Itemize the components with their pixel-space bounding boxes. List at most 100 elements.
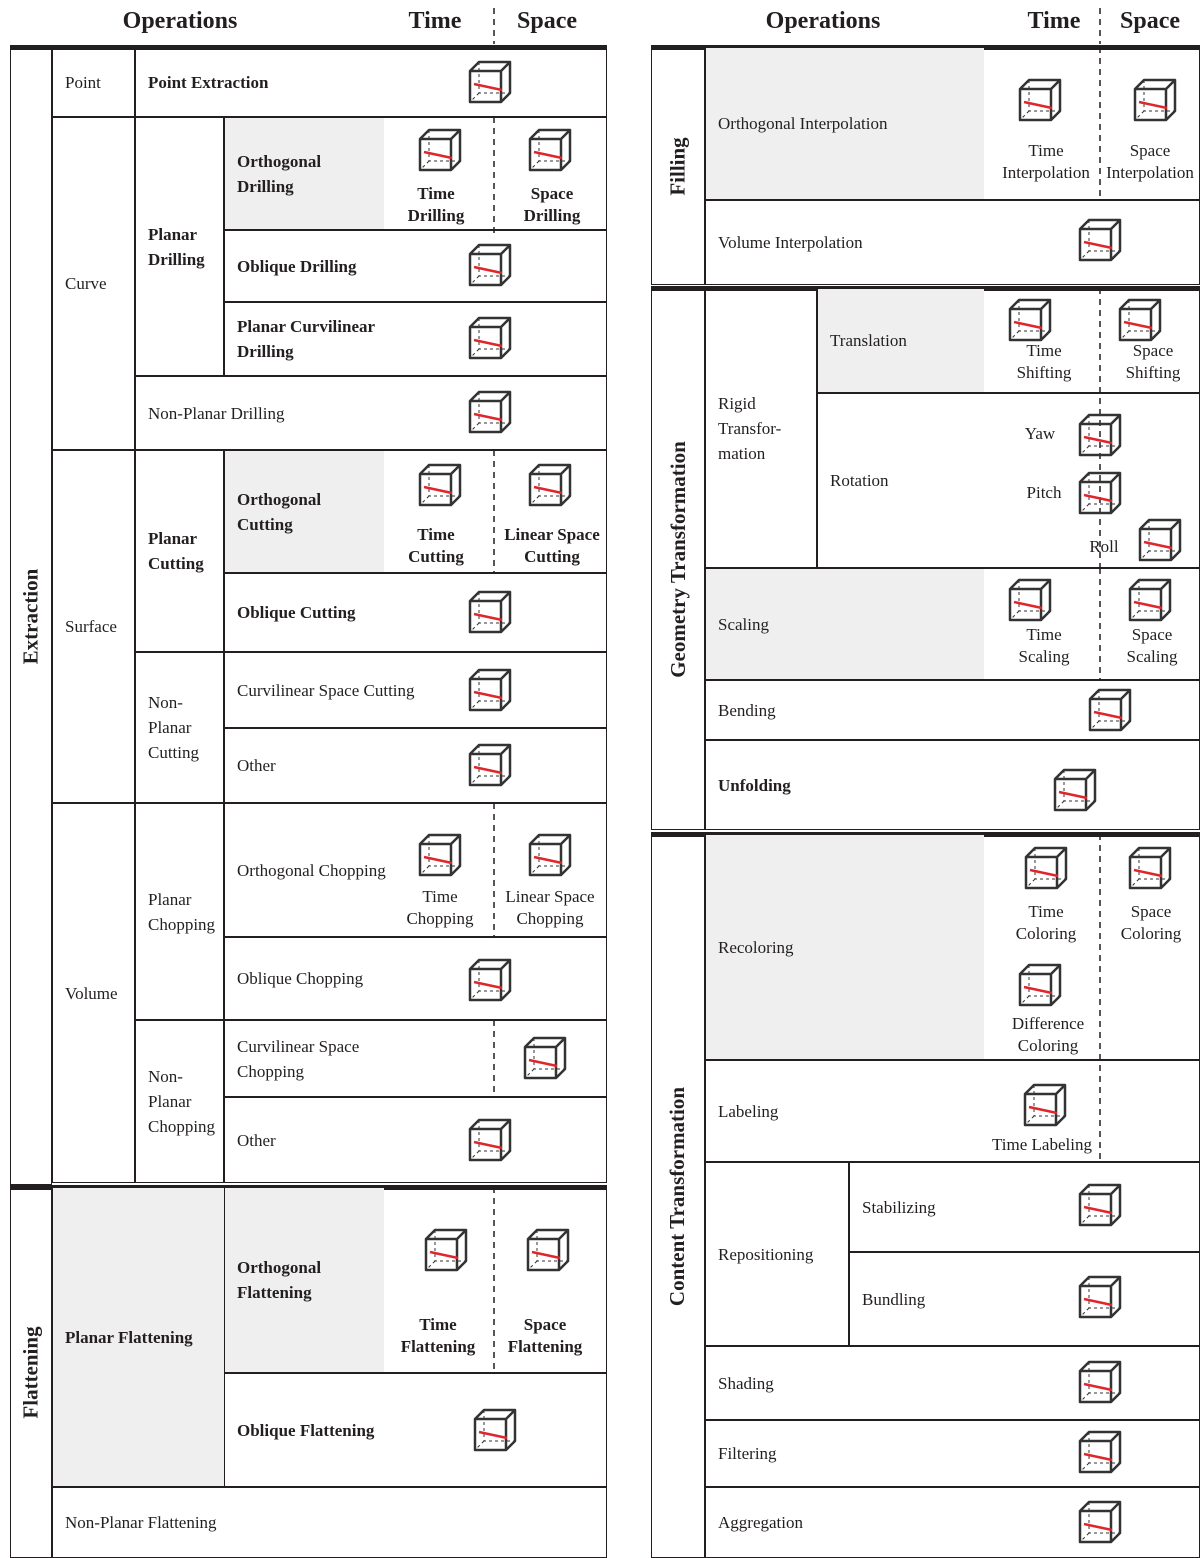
cube-icon-accent	[473, 82, 503, 92]
icon-caption: Space Drilling	[523, 184, 581, 225]
table-cell: Orthogonal Drilling	[224, 117, 607, 230]
cube-icon-hidden	[1079, 1432, 1120, 1473]
cube-icon-accent	[1133, 868, 1163, 878]
cube-icon	[468, 958, 512, 1002]
cell-label: Non-Planar Drilling	[148, 403, 285, 423]
icon-caption: Space Shifting	[1125, 341, 1181, 382]
cell-label: Recoloring	[718, 937, 794, 957]
cube-icon-hidden	[469, 392, 510, 433]
cell-label: Unfolding	[718, 775, 791, 795]
table-cell: Other	[224, 1097, 607, 1183]
cell-label: Repositioning	[718, 1244, 814, 1264]
table-cell: Geometry Transformation	[651, 288, 705, 830]
cube-icon	[528, 833, 572, 877]
cell-label: Non-Planar Chopping	[148, 1067, 216, 1136]
cell-shade	[225, 1188, 384, 1372]
table-cell: Orthogonal Cutting	[224, 450, 607, 573]
cube-icon	[1128, 846, 1172, 890]
cell-label: Translation	[830, 331, 907, 350]
cell-label: Planar Curvilinear Drilling	[237, 317, 375, 361]
cube-icon-accent	[423, 855, 453, 865]
cube-icon	[1078, 1360, 1122, 1404]
cell-label: Orthogonal Cutting	[237, 489, 322, 534]
cube-icon-accent	[429, 1250, 459, 1260]
cube-icon-hidden	[1024, 1085, 1065, 1126]
cell-label: Oblique Flattening	[237, 1420, 375, 1440]
cube-icon-hidden	[1089, 690, 1130, 731]
cube-icon-accent	[1083, 1205, 1113, 1215]
cube-icon-accent	[1083, 435, 1113, 445]
cube-icon	[418, 128, 462, 172]
cube-icon-accent	[473, 265, 503, 275]
cell-label: Bundling	[862, 1289, 926, 1309]
cell-label: Curve	[65, 274, 107, 293]
icon-caption: Space Scaling	[1126, 625, 1178, 666]
cube-icon	[1088, 688, 1132, 732]
cube-icon-hidden	[529, 465, 570, 506]
cube-icon	[1078, 413, 1122, 457]
cell-label: Volume	[65, 983, 118, 1003]
cube-icon-hidden	[1019, 80, 1060, 121]
cube-icon-hidden	[419, 465, 460, 506]
cube-icon	[1053, 768, 1097, 812]
header-time: Time	[1027, 8, 1081, 34]
icon-caption: Linear Space Cutting	[504, 525, 600, 566]
cube-icon	[1128, 578, 1172, 622]
cell-shade	[706, 48, 984, 199]
table-cell: Curvilinear Space Cutting	[224, 652, 607, 728]
cell-label: Volume Interpolation	[718, 233, 863, 252]
table-cell: Non-Planar Drilling	[135, 376, 607, 450]
table-cell: Non-Planar Chopping	[135, 1020, 224, 1183]
cell-label: Bending	[718, 700, 776, 720]
cube-icon	[528, 463, 572, 507]
cube-icon	[1018, 78, 1062, 122]
cube-icon-accent	[478, 1430, 508, 1440]
icon-caption: Time Labeling	[992, 1135, 1092, 1154]
icon-caption: Time Shifting	[1016, 341, 1072, 382]
cube-icon-hidden	[1129, 848, 1170, 889]
cell-label: Filtering	[718, 1444, 777, 1463]
cube-icon-hidden	[469, 62, 510, 103]
cube-icon-accent	[473, 612, 503, 622]
cube-icon-hidden	[1079, 1185, 1120, 1226]
cell-shade	[225, 451, 384, 572]
cell-label: Planar Drilling	[148, 224, 205, 269]
cube-icon-hidden	[1079, 220, 1120, 261]
cube-icon-hidden	[1119, 300, 1160, 341]
cell-label: Surface	[65, 617, 117, 636]
cube-icon-accent	[533, 485, 563, 495]
cube-icon	[1008, 298, 1052, 342]
cube-icon-hidden	[1079, 473, 1120, 514]
cell-label: Rigid Transfor-mation	[718, 393, 782, 463]
cell-label: Non-Planar Cutting	[148, 693, 200, 762]
cell-label: Point Extraction	[148, 72, 269, 92]
icon-caption: Time Interpolation	[1002, 141, 1090, 182]
cube-icon	[526, 1228, 570, 1272]
icon-caption: Linear Space Chopping	[505, 887, 595, 928]
cube-icon-accent	[1058, 790, 1088, 800]
icon-caption: Yaw	[1024, 424, 1056, 443]
cube-icon-accent	[1083, 1297, 1113, 1307]
cube-icon-hidden	[1079, 1502, 1120, 1543]
table-cell: Extraction	[10, 47, 52, 1185]
icon-caption: Time Chopping	[406, 887, 474, 928]
cube-icon-hidden	[1079, 415, 1120, 456]
cube-icon	[528, 128, 572, 172]
icon-caption: Time Scaling	[1018, 625, 1070, 666]
cube-icon-accent	[528, 1058, 558, 1068]
cube-icon-hidden	[469, 670, 510, 711]
table-cell: Volume	[52, 803, 135, 1183]
table-cell: Point Extraction	[135, 47, 607, 117]
cube-icon	[1078, 218, 1122, 262]
cube-icon-accent	[473, 980, 503, 990]
table-cell: Orthogonal Interpolation	[705, 47, 1200, 200]
table-cell: Oblique Cutting	[224, 573, 607, 652]
cube-icon-accent	[1143, 540, 1173, 550]
icon-caption: Time Flattening	[400, 1315, 476, 1356]
cube-icon-accent	[1029, 868, 1059, 878]
cube-icon	[1138, 518, 1182, 562]
cube-icon-hidden	[469, 960, 510, 1001]
cube-icon	[1008, 578, 1052, 622]
table-cell: Oblique Drilling	[224, 230, 607, 302]
